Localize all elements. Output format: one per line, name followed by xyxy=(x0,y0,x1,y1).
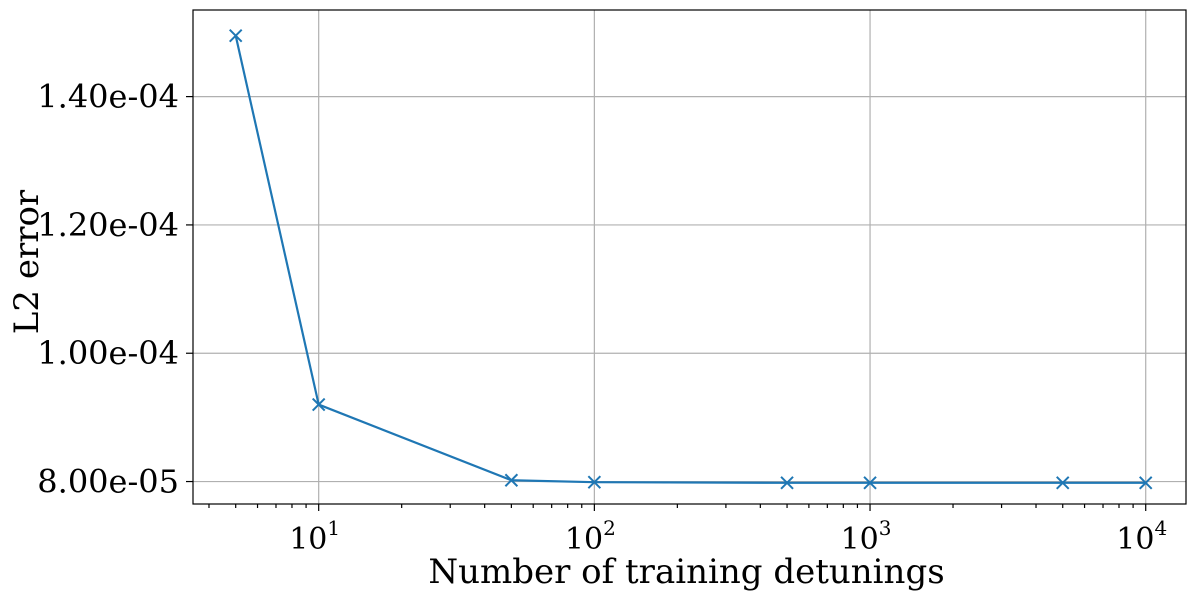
marker-stroke xyxy=(311,397,326,412)
marker-stroke xyxy=(1139,476,1153,490)
series-layer xyxy=(228,28,1153,490)
data-point-marker xyxy=(1056,476,1070,490)
axis-ticks xyxy=(186,96,1147,511)
y-tick-labels: 8.00e-05 1.00e-04 1.20e-04 1.40e-04 xyxy=(37,78,179,501)
y-tick-label: 1.00e-04 xyxy=(37,334,179,372)
x-tick-label: 102 xyxy=(565,516,616,557)
data-point-marker xyxy=(863,476,877,490)
data-point-marker xyxy=(780,476,794,490)
marker-stroke xyxy=(228,28,243,43)
plot-frame xyxy=(192,9,1187,505)
data-point-marker xyxy=(228,28,243,43)
grid xyxy=(193,10,1186,504)
y-tick-label: 1.40e-04 xyxy=(37,78,179,116)
series-line xyxy=(234,35,1146,484)
data-point-marker xyxy=(311,397,326,412)
y-tick-label: 1.20e-04 xyxy=(37,206,179,244)
x-tick-label: 103 xyxy=(841,516,892,557)
marker-stroke xyxy=(1056,476,1070,490)
marker-stroke xyxy=(780,476,794,490)
x-tick-labels: 101 102 103 104 xyxy=(289,516,1167,557)
y-axis-title: L2 error xyxy=(7,189,47,334)
data-point-marker xyxy=(587,475,602,489)
data-point-marker xyxy=(1139,476,1153,490)
x-axis-title: Number of training detunings xyxy=(428,552,944,592)
data-point-marker xyxy=(504,473,519,487)
x-tick-label: 104 xyxy=(1116,516,1167,557)
x-tick-label: 101 xyxy=(289,516,340,557)
y-tick-label: 8.00e-05 xyxy=(37,463,179,501)
marker-stroke xyxy=(504,473,519,487)
marker-stroke xyxy=(863,476,877,490)
marker-stroke xyxy=(587,475,602,489)
